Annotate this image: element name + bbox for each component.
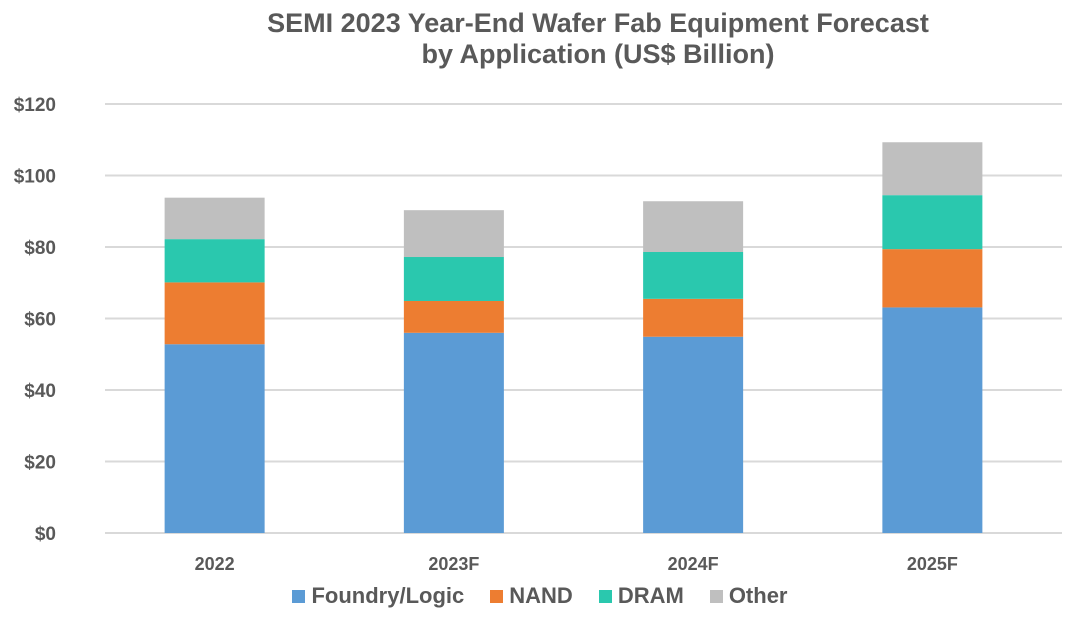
bar-segment-nand (882, 249, 983, 308)
bar-segment-dram (403, 257, 504, 301)
chart-title-line2: by Application (US$ Billion) (421, 39, 775, 69)
y-tick-label: $20 (24, 453, 56, 474)
legend-label: NAND (509, 583, 573, 608)
legend-swatch (292, 589, 306, 603)
bar-segment-foundry-logic (403, 332, 504, 533)
bar-segment-nand (164, 282, 265, 345)
legend-swatch (490, 589, 504, 603)
bar-segment-dram (164, 239, 265, 283)
bar-segment-other (164, 197, 265, 240)
y-tick-label: $80 (24, 238, 56, 259)
bar-segment-dram (643, 252, 744, 299)
bar-segment-other (643, 201, 744, 253)
bar-segment-foundry-logic (643, 336, 744, 533)
bar-segment-nand (643, 298, 744, 337)
x-tick-label: 2024F (668, 554, 719, 574)
y-tick-label: $100 (14, 167, 56, 188)
legend-label: Other (728, 583, 788, 608)
legend-swatch (709, 589, 723, 603)
legend-item-nand: NAND (490, 583, 573, 609)
y-tick-label: $60 (24, 310, 56, 331)
bar-segment-other (403, 210, 504, 258)
bar-segment-foundry-logic (882, 307, 983, 533)
bar-segment-other (882, 142, 983, 196)
bar-segment-foundry-logic (164, 344, 265, 533)
x-tick-label: 2022 (195, 554, 235, 574)
legend-label: Foundry/Logic (311, 583, 465, 608)
y-tick-label: $40 (24, 381, 56, 402)
legend: Foundry/Logic NAND DRAM Other (0, 583, 1080, 609)
chart-title-line1: SEMI 2023 Year-End Wafer Fab Equipment F… (267, 8, 929, 38)
legend-swatch (598, 589, 612, 603)
chart-title: SEMI 2023 Year-End Wafer Fab Equipment F… (110, 8, 1080, 70)
legend-item-foundry-logic: Foundry/Logic (292, 583, 464, 609)
x-tick-label: 2023F (428, 554, 479, 574)
y-tick-label: $0 (35, 524, 56, 545)
bar-segment-dram (882, 195, 983, 250)
legend-item-other: Other (709, 583, 788, 609)
bar-segment-nand (403, 300, 504, 333)
y-tick-label: $120 (14, 95, 56, 116)
x-tick-label: 2025F (907, 554, 958, 574)
legend-item-dram: DRAM (598, 583, 684, 609)
legend-label: DRAM (617, 583, 684, 608)
